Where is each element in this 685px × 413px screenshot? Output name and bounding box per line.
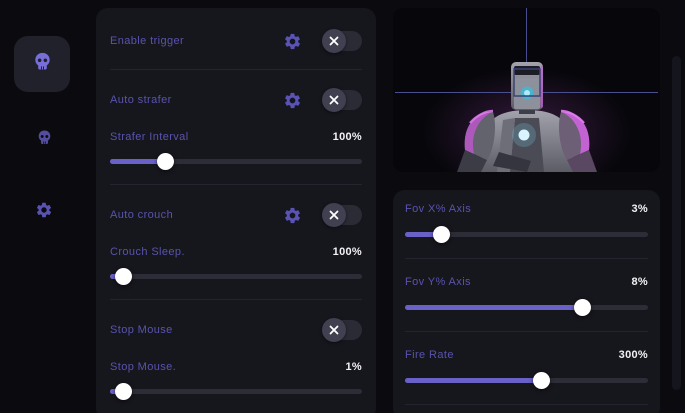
slider-label: Strafer Interval [110, 131, 189, 143]
gear-icon [35, 201, 53, 224]
divider [405, 258, 648, 259]
slider-track [110, 159, 362, 164]
row-auto-strafer: Auto strafer [110, 87, 362, 113]
gear-icon[interactable] [283, 206, 302, 225]
gear-icon[interactable] [283, 32, 302, 51]
scrollbar[interactable] [672, 56, 681, 390]
row-label: Enable trigger [110, 35, 185, 47]
sidebar-item-active[interactable] [14, 36, 70, 92]
slider-stop-mouse[interactable] [110, 383, 362, 400]
slider-label: Fov Y% Axis [405, 276, 471, 288]
slider-strafer-interval[interactable] [110, 153, 362, 170]
toggle-knob-x-icon [322, 318, 346, 342]
toggle-knob-x-icon [322, 29, 346, 53]
slider-block-fov-x: Fov X% Axis 3% [405, 202, 648, 243]
slider-label: Fire Rate [405, 349, 454, 361]
slider-knob[interactable] [433, 226, 451, 243]
toggle-stop-mouse[interactable] [322, 318, 362, 342]
divider [110, 69, 362, 70]
slider-value: 8% [631, 276, 648, 288]
slider-fill [405, 232, 442, 237]
gear-icon[interactable] [283, 91, 302, 110]
head-target-box [513, 68, 541, 97]
divider [110, 299, 362, 300]
aim-settings-panel: Fov X% Axis 3% Fov Y% Axis 8% Fire Rate … [393, 190, 660, 413]
slider-track [110, 389, 362, 394]
slider-value: 100% [332, 131, 362, 143]
slider-fire-rate[interactable] [405, 372, 648, 389]
slider-track [405, 232, 648, 237]
skull-icon [32, 51, 53, 77]
slider-knob[interactable] [157, 153, 175, 170]
slider-label: Fov X% Axis [405, 203, 472, 215]
divider [405, 404, 648, 405]
toggle-knob-x-icon [322, 203, 346, 227]
slider-knob[interactable] [533, 372, 551, 389]
sidebar-item-skull[interactable] [0, 128, 88, 152]
slider-fill [110, 159, 166, 164]
toggle-auto-strafer[interactable] [322, 88, 362, 112]
divider [110, 184, 362, 185]
robot-preview [395, 8, 658, 172]
slider-fov-x[interactable] [405, 226, 648, 243]
slider-knob[interactable] [574, 299, 592, 316]
row-label: Stop Mouse [110, 324, 173, 336]
slider-label: Crouch Sleep. [110, 246, 185, 258]
robot-body [457, 62, 597, 172]
skull-icon [36, 129, 53, 151]
slider-fill [405, 305, 583, 310]
slider-value: 100% [332, 246, 362, 258]
slider-crouch-sleep[interactable] [110, 268, 362, 285]
sidebar [0, 0, 88, 413]
row-stop-mouse: Stop Mouse [110, 317, 362, 343]
toggle-enable-trigger[interactable] [322, 29, 362, 53]
slider-value: 3% [631, 203, 648, 215]
row-enable-trigger: Enable trigger [110, 28, 362, 54]
slider-block-crouch-sleep: Crouch Sleep. 100% [110, 245, 362, 285]
slider-value: 1% [345, 361, 362, 373]
divider [405, 331, 648, 332]
slider-track [110, 274, 362, 279]
slider-fill [405, 378, 542, 383]
slider-block-fov-y: Fov Y% Axis 8% [405, 275, 648, 316]
sidebar-item-settings[interactable] [0, 200, 88, 224]
slider-block-fire-rate: Fire Rate 300% [405, 348, 648, 389]
row-auto-crouch: Auto crouch [110, 202, 362, 228]
slider-fov-y[interactable] [405, 299, 648, 316]
settings-panel: Enable trigger Auto strafer [96, 8, 376, 413]
slider-block-strafer-interval: Strafer Interval 100% [110, 130, 362, 170]
slider-block-stop-mouse: Stop Mouse. 1% [110, 360, 362, 400]
row-label: Auto crouch [110, 209, 174, 221]
slider-value: 300% [618, 349, 648, 361]
model-preview-panel [393, 8, 660, 172]
toggle-auto-crouch[interactable] [322, 203, 362, 227]
slider-knob[interactable] [114, 383, 132, 400]
toggle-knob-x-icon [322, 88, 346, 112]
slider-knob[interactable] [114, 268, 132, 285]
slider-label: Stop Mouse. [110, 361, 177, 373]
row-label: Auto strafer [110, 94, 172, 106]
